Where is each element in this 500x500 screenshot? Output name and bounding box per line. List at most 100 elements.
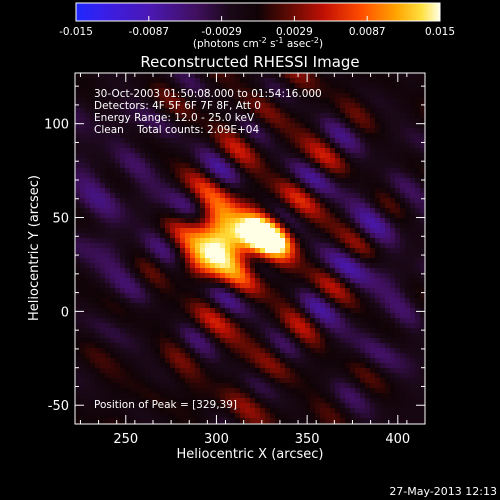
heatmap-cell (365, 308, 371, 314)
heatmap-cell (130, 178, 136, 184)
heatmap-cell (190, 378, 196, 384)
heatmap-cell (100, 323, 106, 329)
heatmap-cell (95, 378, 101, 384)
heatmap-cell (160, 278, 166, 284)
heatmap-cell (415, 333, 421, 339)
colorbar-ticks: -0.015 -0.0087 -0.0029 0.0029 0.0087 0.015 (59, 16, 455, 38)
heatmap-cell (240, 413, 246, 419)
heatmap-cell (230, 88, 236, 94)
heatmap-cell (225, 253, 231, 259)
heatmap-cell (80, 403, 86, 409)
heatmap-cell (140, 143, 146, 149)
heatmap-cell (315, 228, 321, 234)
heatmap-cell (315, 413, 321, 419)
heatmap-cell (415, 293, 421, 299)
heatmap-cell (360, 343, 366, 349)
heatmap-cell (165, 78, 171, 84)
heatmap-cell (365, 278, 371, 284)
heatmap-cell (170, 358, 176, 364)
heatmap-cell (260, 108, 266, 114)
heatmap-cell (300, 313, 306, 319)
heatmap-cell (230, 348, 236, 354)
heatmap-cell (415, 268, 421, 274)
colorbar-tick-label: 0.015 (425, 26, 455, 38)
heatmap-cell (220, 243, 226, 249)
heatmap-cell (320, 388, 326, 394)
heatmap-cell (250, 418, 256, 424)
heatmap-cell (245, 118, 251, 124)
heatmap-cell (245, 213, 251, 219)
heatmap-cell (140, 403, 146, 409)
heatmap-cell (345, 293, 351, 299)
heatmap-cell (190, 193, 196, 199)
heatmap-cell (285, 203, 291, 209)
heatmap-cell (90, 153, 96, 159)
heatmap-cell (95, 383, 101, 389)
heatmap-cell (350, 368, 356, 374)
heatmap-cell (390, 418, 396, 424)
heatmap-cell (170, 398, 176, 404)
heatmap-cell (235, 313, 241, 319)
heatmap-cell (85, 183, 91, 189)
heatmap-cell (320, 183, 326, 189)
heatmap-cell (165, 258, 171, 264)
heatmap-cell (85, 153, 91, 159)
heatmap-cell (210, 278, 216, 284)
heatmap-cell (85, 98, 91, 104)
heatmap-cell (420, 338, 425, 344)
heatmap-cell (280, 108, 286, 114)
heatmap-cell (85, 318, 91, 324)
heatmap-cell (345, 273, 351, 279)
heatmap-cell (260, 143, 266, 149)
heatmap-cell (335, 263, 341, 269)
heatmap-cell (175, 373, 181, 379)
heatmap-cell (205, 308, 211, 314)
heatmap-cell (370, 93, 376, 99)
heatmap-cell (390, 178, 396, 184)
heatmap-cell (370, 388, 376, 394)
heatmap-cell (375, 348, 381, 354)
heatmap-cell (355, 168, 361, 174)
heatmap-cell (85, 128, 91, 134)
heatmap-cell (370, 328, 376, 334)
heatmap-cell (75, 358, 81, 364)
heatmap-cell (75, 218, 81, 224)
heatmap-cell (235, 198, 241, 204)
heatmap-cell (345, 418, 351, 424)
heatmap-cell (195, 88, 201, 94)
heatmap-cell (185, 223, 191, 229)
heatmap-cell (230, 153, 236, 159)
heatmap-cell (95, 283, 101, 289)
heatmap-cell (75, 263, 81, 269)
heatmap-cell (420, 243, 425, 249)
heatmap-cell (185, 398, 191, 404)
heatmap-cell (155, 93, 161, 99)
heatmap-cell (350, 403, 356, 409)
heatmap-cell (335, 73, 341, 79)
heatmap-cell (95, 388, 101, 394)
heatmap-cell (290, 133, 296, 139)
heatmap-cell (400, 263, 406, 269)
heatmap-cell (145, 238, 151, 244)
heatmap-cell (140, 298, 146, 304)
heatmap-cell (175, 283, 181, 289)
heatmap-cell (80, 263, 86, 269)
heatmap-cell (270, 263, 276, 269)
heatmap-cell (380, 263, 386, 269)
heatmap-cell (305, 298, 311, 304)
heatmap-cell (155, 113, 161, 119)
heatmap-cell (405, 348, 411, 354)
heatmap-cell (335, 178, 341, 184)
heatmap-cell (115, 198, 121, 204)
heatmap-cell (90, 358, 96, 364)
heatmap-cell (245, 203, 251, 209)
heatmap-cell (315, 263, 321, 269)
heatmap-cell (210, 223, 216, 229)
heatmap-cell (260, 238, 266, 244)
heatmap-cell (125, 108, 131, 114)
heatmap-cell (185, 273, 191, 279)
heatmap-cell (215, 78, 221, 84)
heatmap-cell (370, 248, 376, 254)
heatmap-cell (340, 393, 346, 399)
heatmap-cell (315, 203, 321, 209)
